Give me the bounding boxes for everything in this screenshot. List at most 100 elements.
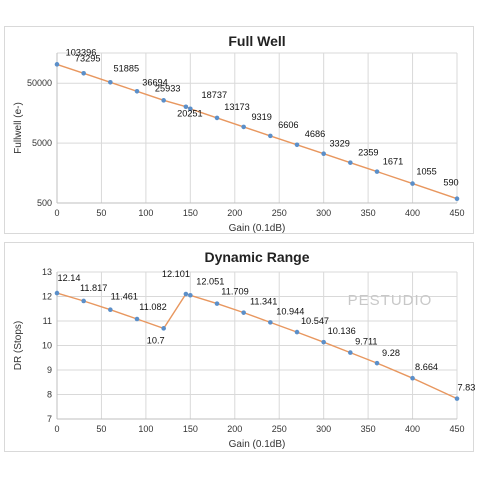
chart-title: Full Well <box>228 33 285 49</box>
data-label: 73295 <box>75 53 101 63</box>
data-label: 590 <box>443 178 458 188</box>
x-tick-label: 0 <box>54 208 59 218</box>
data-point <box>54 290 60 296</box>
data-label: 11.341 <box>250 297 277 307</box>
data-label: 103396 <box>66 47 97 57</box>
x-tick-label: 50 <box>96 208 106 218</box>
y-tick-label: 10 <box>42 341 52 351</box>
y-tick-label: 13 <box>42 267 52 277</box>
x-tick-label: 100 <box>138 424 153 434</box>
data-point <box>241 124 246 130</box>
y-axis-label: DR (Stops) <box>13 321 24 370</box>
y-tick-label: 8 <box>47 390 52 400</box>
data-point <box>321 339 326 345</box>
data-label: 51885 <box>114 63 140 73</box>
y-tick-label: 50000 <box>27 78 52 88</box>
x-tick-label: 150 <box>183 208 198 218</box>
data-label: 1055 <box>416 167 436 177</box>
x-tick-label: 150 <box>183 424 198 434</box>
y-tick-label: 11 <box>43 316 52 326</box>
data-point <box>161 326 166 331</box>
dynamic-range-chart: Dynamic Range 0 50 100 150 200 250 300 350 400 450… <box>13 249 476 450</box>
data-label: 8.664 <box>415 362 438 372</box>
data-point <box>454 196 460 201</box>
x-tick-label: 300 <box>316 208 331 218</box>
data-point <box>54 62 60 67</box>
data-label: 10.547 <box>301 316 329 326</box>
data-label: 9319 <box>251 112 271 122</box>
data-point <box>108 307 113 313</box>
data-point <box>374 360 380 366</box>
data-label: 20251 <box>177 109 203 119</box>
chart-title: Dynamic Range <box>204 249 309 265</box>
data-point <box>188 292 193 298</box>
y-tick-label: 7 <box>47 414 52 424</box>
x-tick-label: 350 <box>361 424 376 434</box>
y-tick-label: 500 <box>37 198 52 208</box>
watermark-text: PESTUDIO <box>348 292 433 309</box>
data-label: 12.101 <box>162 269 190 279</box>
data-point <box>134 88 140 94</box>
data-point <box>241 310 246 315</box>
data-label: 11.817 <box>80 283 107 293</box>
y-tick-label: 9 <box>47 365 52 375</box>
x-tick-label: 450 <box>449 424 464 434</box>
x-tick-label: 100 <box>138 208 153 218</box>
x-tick-label: 450 <box>449 208 464 218</box>
data-point <box>188 106 193 112</box>
data-label: 12.14 <box>58 273 81 283</box>
x-tick-label: 400 <box>405 208 420 218</box>
data-label: 10.136 <box>328 326 356 336</box>
data-label: 10.944 <box>276 306 304 316</box>
data-point <box>348 160 353 165</box>
data-point <box>134 316 140 322</box>
data-point <box>108 79 113 85</box>
data-label: 4686 <box>305 129 325 139</box>
data-point <box>81 298 86 304</box>
x-tick-label: 200 <box>227 424 242 434</box>
data-label: 9.711 <box>355 337 377 347</box>
y-tick-label: 12 <box>42 292 52 302</box>
data-point <box>410 375 415 381</box>
data-label: 36694 <box>142 77 168 87</box>
full-well-chart: Full Well 0 50 100 150 200 250 300 350 400 450 500 5… <box>13 33 465 234</box>
y-tick-label: 5000 <box>32 138 52 148</box>
data-point <box>183 104 189 110</box>
data-label: 18737 <box>202 90 228 100</box>
x-tick-label: 300 <box>316 424 331 434</box>
data-point <box>161 98 166 103</box>
data-point <box>410 181 415 186</box>
data-label: 9.28 <box>382 348 400 358</box>
data-label: 11.709 <box>221 287 248 297</box>
x-axis-label: Gain (0.1dB) <box>229 223 286 234</box>
series-line <box>56 63 458 200</box>
x-tick-label: 200 <box>227 208 242 218</box>
data-point <box>268 133 273 139</box>
data-point <box>374 169 380 174</box>
full-well-chart-panel: Full Well 0 50 100 150 200 250 300 350 400 450 500 5… <box>4 26 474 234</box>
data-label: 6606 <box>278 120 298 130</box>
data-label: 3329 <box>329 139 349 149</box>
data-point <box>348 350 353 355</box>
x-tick-label: 0 <box>54 424 59 434</box>
data-label: 2359 <box>358 148 378 158</box>
x-tick-label: 50 <box>96 424 106 434</box>
data-point <box>183 291 189 297</box>
data-point <box>268 320 273 325</box>
data-label: 10.7 <box>147 335 165 345</box>
data-point <box>321 151 326 157</box>
data-point <box>214 301 220 306</box>
data-point <box>454 396 460 401</box>
data-label: 11.461 <box>111 292 138 302</box>
data-point <box>81 71 86 76</box>
data-label: 1671 <box>383 157 403 167</box>
y-axis-label: Fullwell (e-) <box>13 102 24 154</box>
data-label: 12.051 <box>196 276 224 286</box>
data-label: 11.082 <box>139 302 166 312</box>
series-line <box>56 292 458 400</box>
x-tick-label: 250 <box>272 424 287 434</box>
x-tick-label: 250 <box>272 208 287 218</box>
data-label: 7.832 <box>458 383 476 393</box>
x-axis-label: Gain (0.1dB) <box>229 439 286 450</box>
data-label: 13173 <box>224 102 250 112</box>
